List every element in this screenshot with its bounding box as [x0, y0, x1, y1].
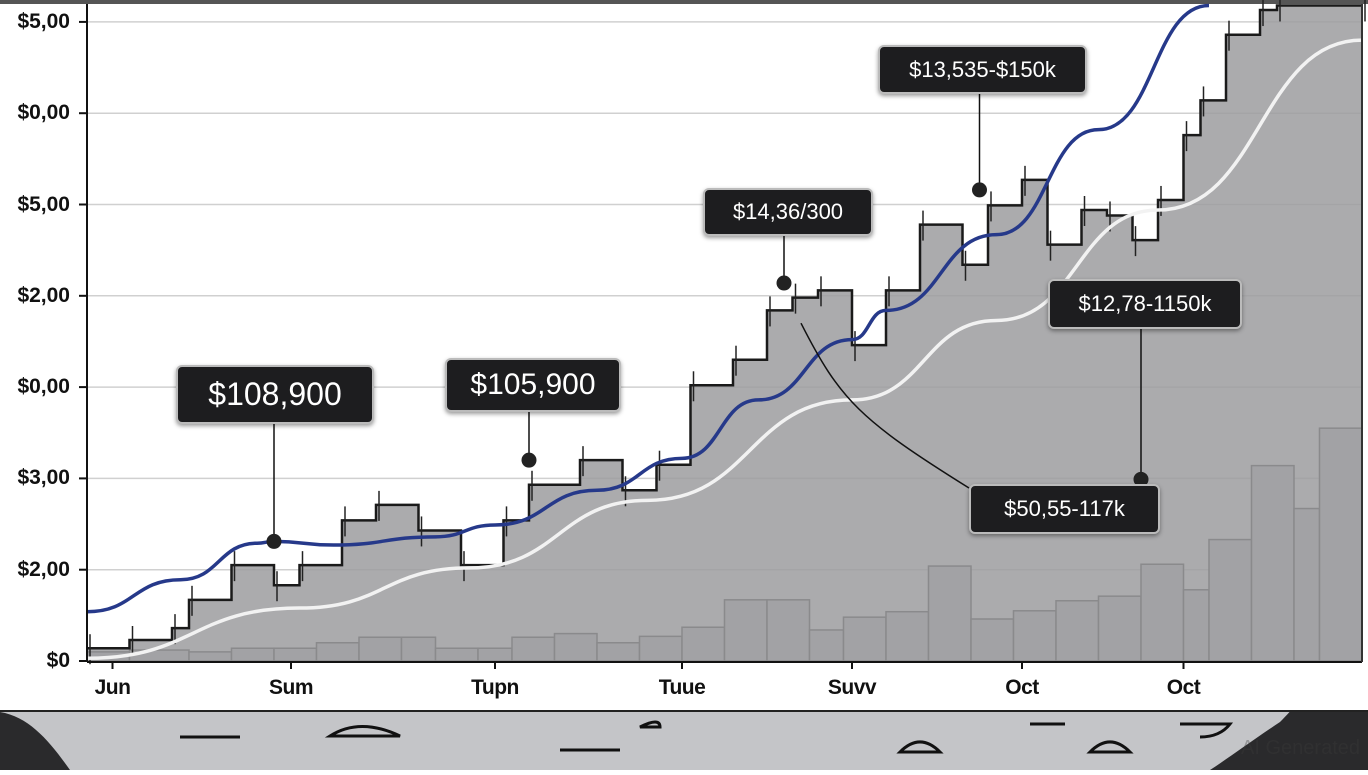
y-tick-label: $3,00 — [17, 466, 70, 490]
x-tick-label: Sum — [268, 676, 314, 699]
y-tick-label: $5,00 — [17, 9, 70, 33]
x-tick-label: Suvv — [827, 676, 877, 699]
watermark: AI Generated — [1241, 737, 1360, 759]
trend-white-line — [86, 38, 1363, 661]
y-tick-label: $2,00 — [17, 283, 70, 307]
annotation-label: $105,900 — [445, 358, 621, 412]
annotation-dot — [776, 275, 792, 291]
top-border — [0, 0, 1368, 4]
y-tick-label: $5,00 — [17, 192, 70, 216]
price-line — [87, 4, 1362, 650]
x-tick-label: Oct — [1005, 676, 1039, 699]
annotation-label: $14,36/300 — [703, 188, 873, 236]
annotation-dot — [1133, 471, 1149, 487]
annotation-label: $50,55-117k — [969, 484, 1160, 534]
x-tick-label: Tupn — [471, 676, 519, 699]
price-area-fill — [87, 5, 1362, 661]
ground-decoration — [0, 652, 1368, 770]
annotation-label: $13,535-$150k — [878, 45, 1087, 94]
x-tick-label: Jun — [94, 676, 131, 699]
annotation-dot — [521, 452, 537, 468]
x-tick-label: Tuue — [658, 676, 706, 699]
annotation-leader — [800, 322, 970, 489]
rock-left — [0, 712, 70, 770]
y-tick-label: $0,00 — [17, 375, 70, 399]
price-area — [87, 0, 1366, 665]
chart-svg — [79, 0, 1366, 669]
y-tick-label: $2,00 — [17, 557, 70, 581]
ground-strip — [0, 652, 1368, 770]
trend-lines — [86, 3, 1363, 661]
trend-blue-line — [86, 3, 1210, 614]
y-tick-label: $0 — [46, 649, 70, 672]
x-tick-label: Oct — [1166, 676, 1201, 699]
annotation-label: $12,78-1150k — [1048, 279, 1242, 329]
y-tick-label: $0,00 — [17, 101, 70, 125]
annotation-dot — [972, 182, 987, 198]
annotation-dot — [266, 533, 282, 549]
annotation-label: $108,900 — [176, 365, 374, 424]
annotation-leaders — [266, 90, 1149, 549]
